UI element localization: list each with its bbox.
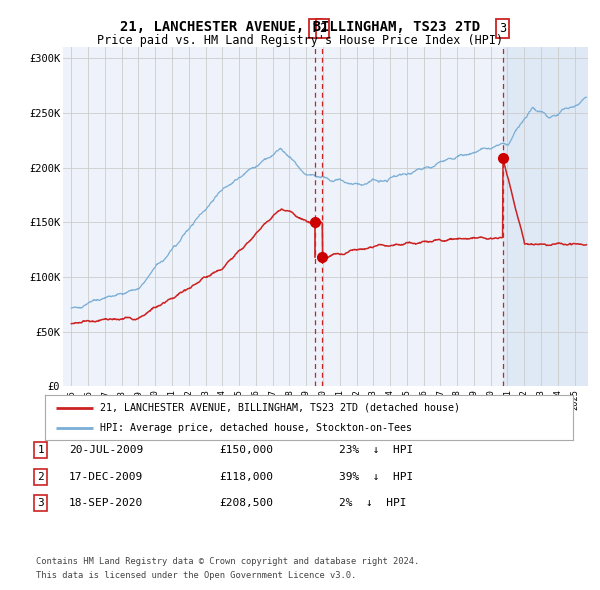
Text: 20-JUL-2009: 20-JUL-2009 bbox=[69, 445, 143, 455]
Text: Price paid vs. HM Land Registry's House Price Index (HPI): Price paid vs. HM Land Registry's House … bbox=[97, 34, 503, 47]
Text: £118,000: £118,000 bbox=[219, 472, 273, 481]
Text: 1: 1 bbox=[312, 22, 319, 35]
Text: 17-DEC-2009: 17-DEC-2009 bbox=[69, 472, 143, 481]
Text: £208,500: £208,500 bbox=[219, 499, 273, 508]
Text: 2: 2 bbox=[37, 472, 44, 481]
Text: 2%  ↓  HPI: 2% ↓ HPI bbox=[339, 499, 407, 508]
Text: 39%  ↓  HPI: 39% ↓ HPI bbox=[339, 472, 413, 481]
Text: 2: 2 bbox=[319, 22, 326, 35]
Text: 3: 3 bbox=[37, 499, 44, 508]
Text: This data is licensed under the Open Government Licence v3.0.: This data is licensed under the Open Gov… bbox=[36, 571, 356, 580]
Text: Contains HM Land Registry data © Crown copyright and database right 2024.: Contains HM Land Registry data © Crown c… bbox=[36, 557, 419, 566]
Text: 18-SEP-2020: 18-SEP-2020 bbox=[69, 499, 143, 508]
Text: 1: 1 bbox=[37, 445, 44, 455]
Text: 21, LANCHESTER AVENUE, BILLINGHAM, TS23 2TD (detached house): 21, LANCHESTER AVENUE, BILLINGHAM, TS23 … bbox=[100, 403, 460, 412]
Bar bbox=[503, 47, 596, 386]
Text: 21, LANCHESTER AVENUE, BILLINGHAM, TS23 2TD: 21, LANCHESTER AVENUE, BILLINGHAM, TS23 … bbox=[120, 19, 480, 34]
Text: HPI: Average price, detached house, Stockton-on-Tees: HPI: Average price, detached house, Stoc… bbox=[100, 424, 412, 434]
Text: 23%  ↓  HPI: 23% ↓ HPI bbox=[339, 445, 413, 455]
Text: 3: 3 bbox=[499, 22, 506, 35]
Text: £150,000: £150,000 bbox=[219, 445, 273, 455]
